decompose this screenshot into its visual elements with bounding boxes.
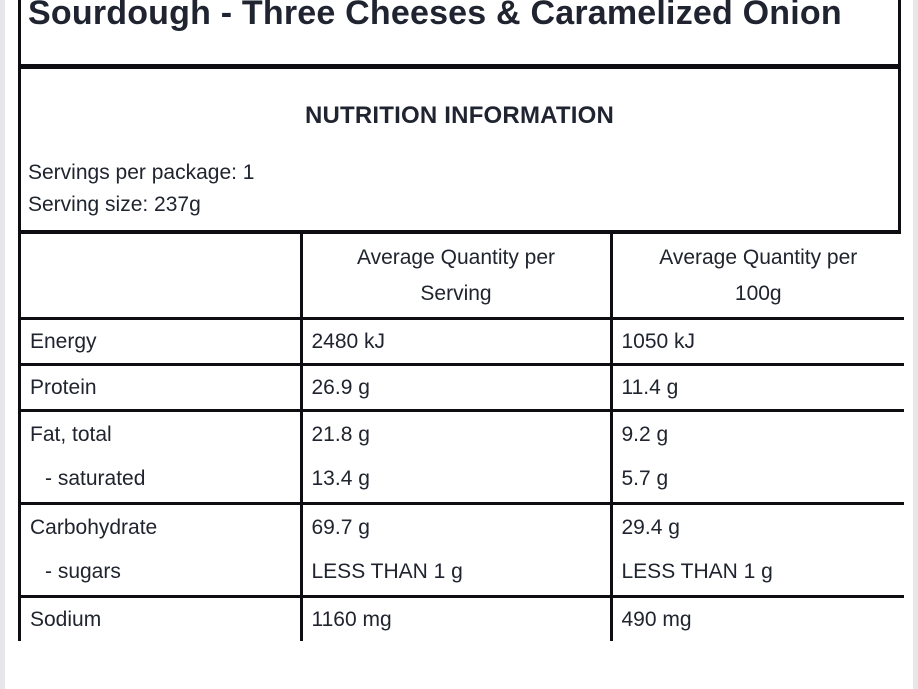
header-cell-per-100g: Average Quantity per 100g <box>609 232 906 320</box>
serving-size: Serving size: 237g <box>28 193 201 216</box>
value-per-serving-sub: LESS THAN 1 g <box>311 560 463 583</box>
value-per-serving-main: 69.7 g <box>311 516 370 539</box>
table-row-energy: Energy 2480 kJ 1050 kJ <box>19 317 906 366</box>
nutrition-heading: NUTRITION INFORMATION <box>304 102 615 129</box>
value-per-serving: 69.7 g LESS THAN 1 g <box>299 502 613 598</box>
value-per-100g: 29.4 g LESS THAN 1 g <box>609 502 906 598</box>
table-row-carbohydrate: Carbohydrate - sugars 69.7 g LESS THAN 1… <box>19 502 906 598</box>
header-per-serving-line1: Average Quantity per <box>356 245 556 269</box>
value-per-serving: 21.8 g 13.4 g <box>299 409 613 505</box>
table-row-fat: Fat, total - saturated 21.8 g 13.4 g 9.2… <box>19 409 906 505</box>
nutrition-label: Sourdough - Three Cheeses & Caramelized … <box>18 0 906 643</box>
header-per-100g-line1: Average Quantity per <box>659 245 858 269</box>
product-title-box: Sourdough - Three Cheeses & Caramelized … <box>21 0 898 69</box>
value-per-serving: 1160 mg <box>299 595 613 643</box>
row-label-sub: - sugars <box>45 560 121 583</box>
value-per-serving-main: 21.8 g <box>311 423 370 446</box>
row-label: Energy <box>19 317 303 366</box>
value-per-100g-sub: LESS THAN 1 g <box>621 560 773 583</box>
row-label-sub: - saturated <box>45 467 146 490</box>
value-per-100g-sub: 5.7 g <box>621 467 669 490</box>
row-label: Fat, total - saturated <box>19 409 303 505</box>
row-label-main: Carbohydrate <box>30 516 158 539</box>
header-per-serving-line2: Serving <box>420 281 492 305</box>
header-cell-per-serving: Average Quantity per Serving <box>299 232 613 320</box>
product-title: Sourdough - Three Cheeses & Caramelized … <box>28 0 842 32</box>
value-per-100g: 9.2 g 5.7 g <box>609 409 906 505</box>
value-per-100g-main: 29.4 g <box>621 516 680 539</box>
row-label: Sodium <box>19 595 303 643</box>
row-label: Carbohydrate - sugars <box>19 502 303 598</box>
header-per-100g-line2: 100g <box>734 281 782 305</box>
product-page-content: Sourdough - Three Cheeses & Caramelized … <box>5 0 913 689</box>
nutrition-table: Average Quantity per Serving Average Qua… <box>19 232 906 643</box>
table-header-row: Average Quantity per Serving Average Qua… <box>19 232 906 320</box>
table-row-sodium: Sodium 1160 mg 490 mg <box>19 595 906 643</box>
value-per-100g-main: 9.2 g <box>621 423 669 446</box>
table-row-protein: Protein 26.9 g 11.4 g <box>19 363 906 412</box>
servings-block: Servings per package: 1 Serving size: 23… <box>28 157 891 221</box>
value-per-100g: 11.4 g <box>609 363 906 412</box>
value-per-100g: 490 mg <box>609 595 906 643</box>
value-per-serving: 26.9 g <box>299 363 613 412</box>
header-cell-empty <box>19 232 303 320</box>
value-per-serving-sub: 13.4 g <box>311 467 370 490</box>
row-label: Protein <box>19 363 303 412</box>
servings-per-package: Servings per package: 1 <box>28 161 255 184</box>
value-per-serving: 2480 kJ <box>299 317 613 366</box>
value-per-100g: 1050 kJ <box>609 317 906 366</box>
row-label-main: Fat, total <box>30 423 112 446</box>
nutrition-info-box: NUTRITION INFORMATION Servings per packa… <box>21 69 898 234</box>
